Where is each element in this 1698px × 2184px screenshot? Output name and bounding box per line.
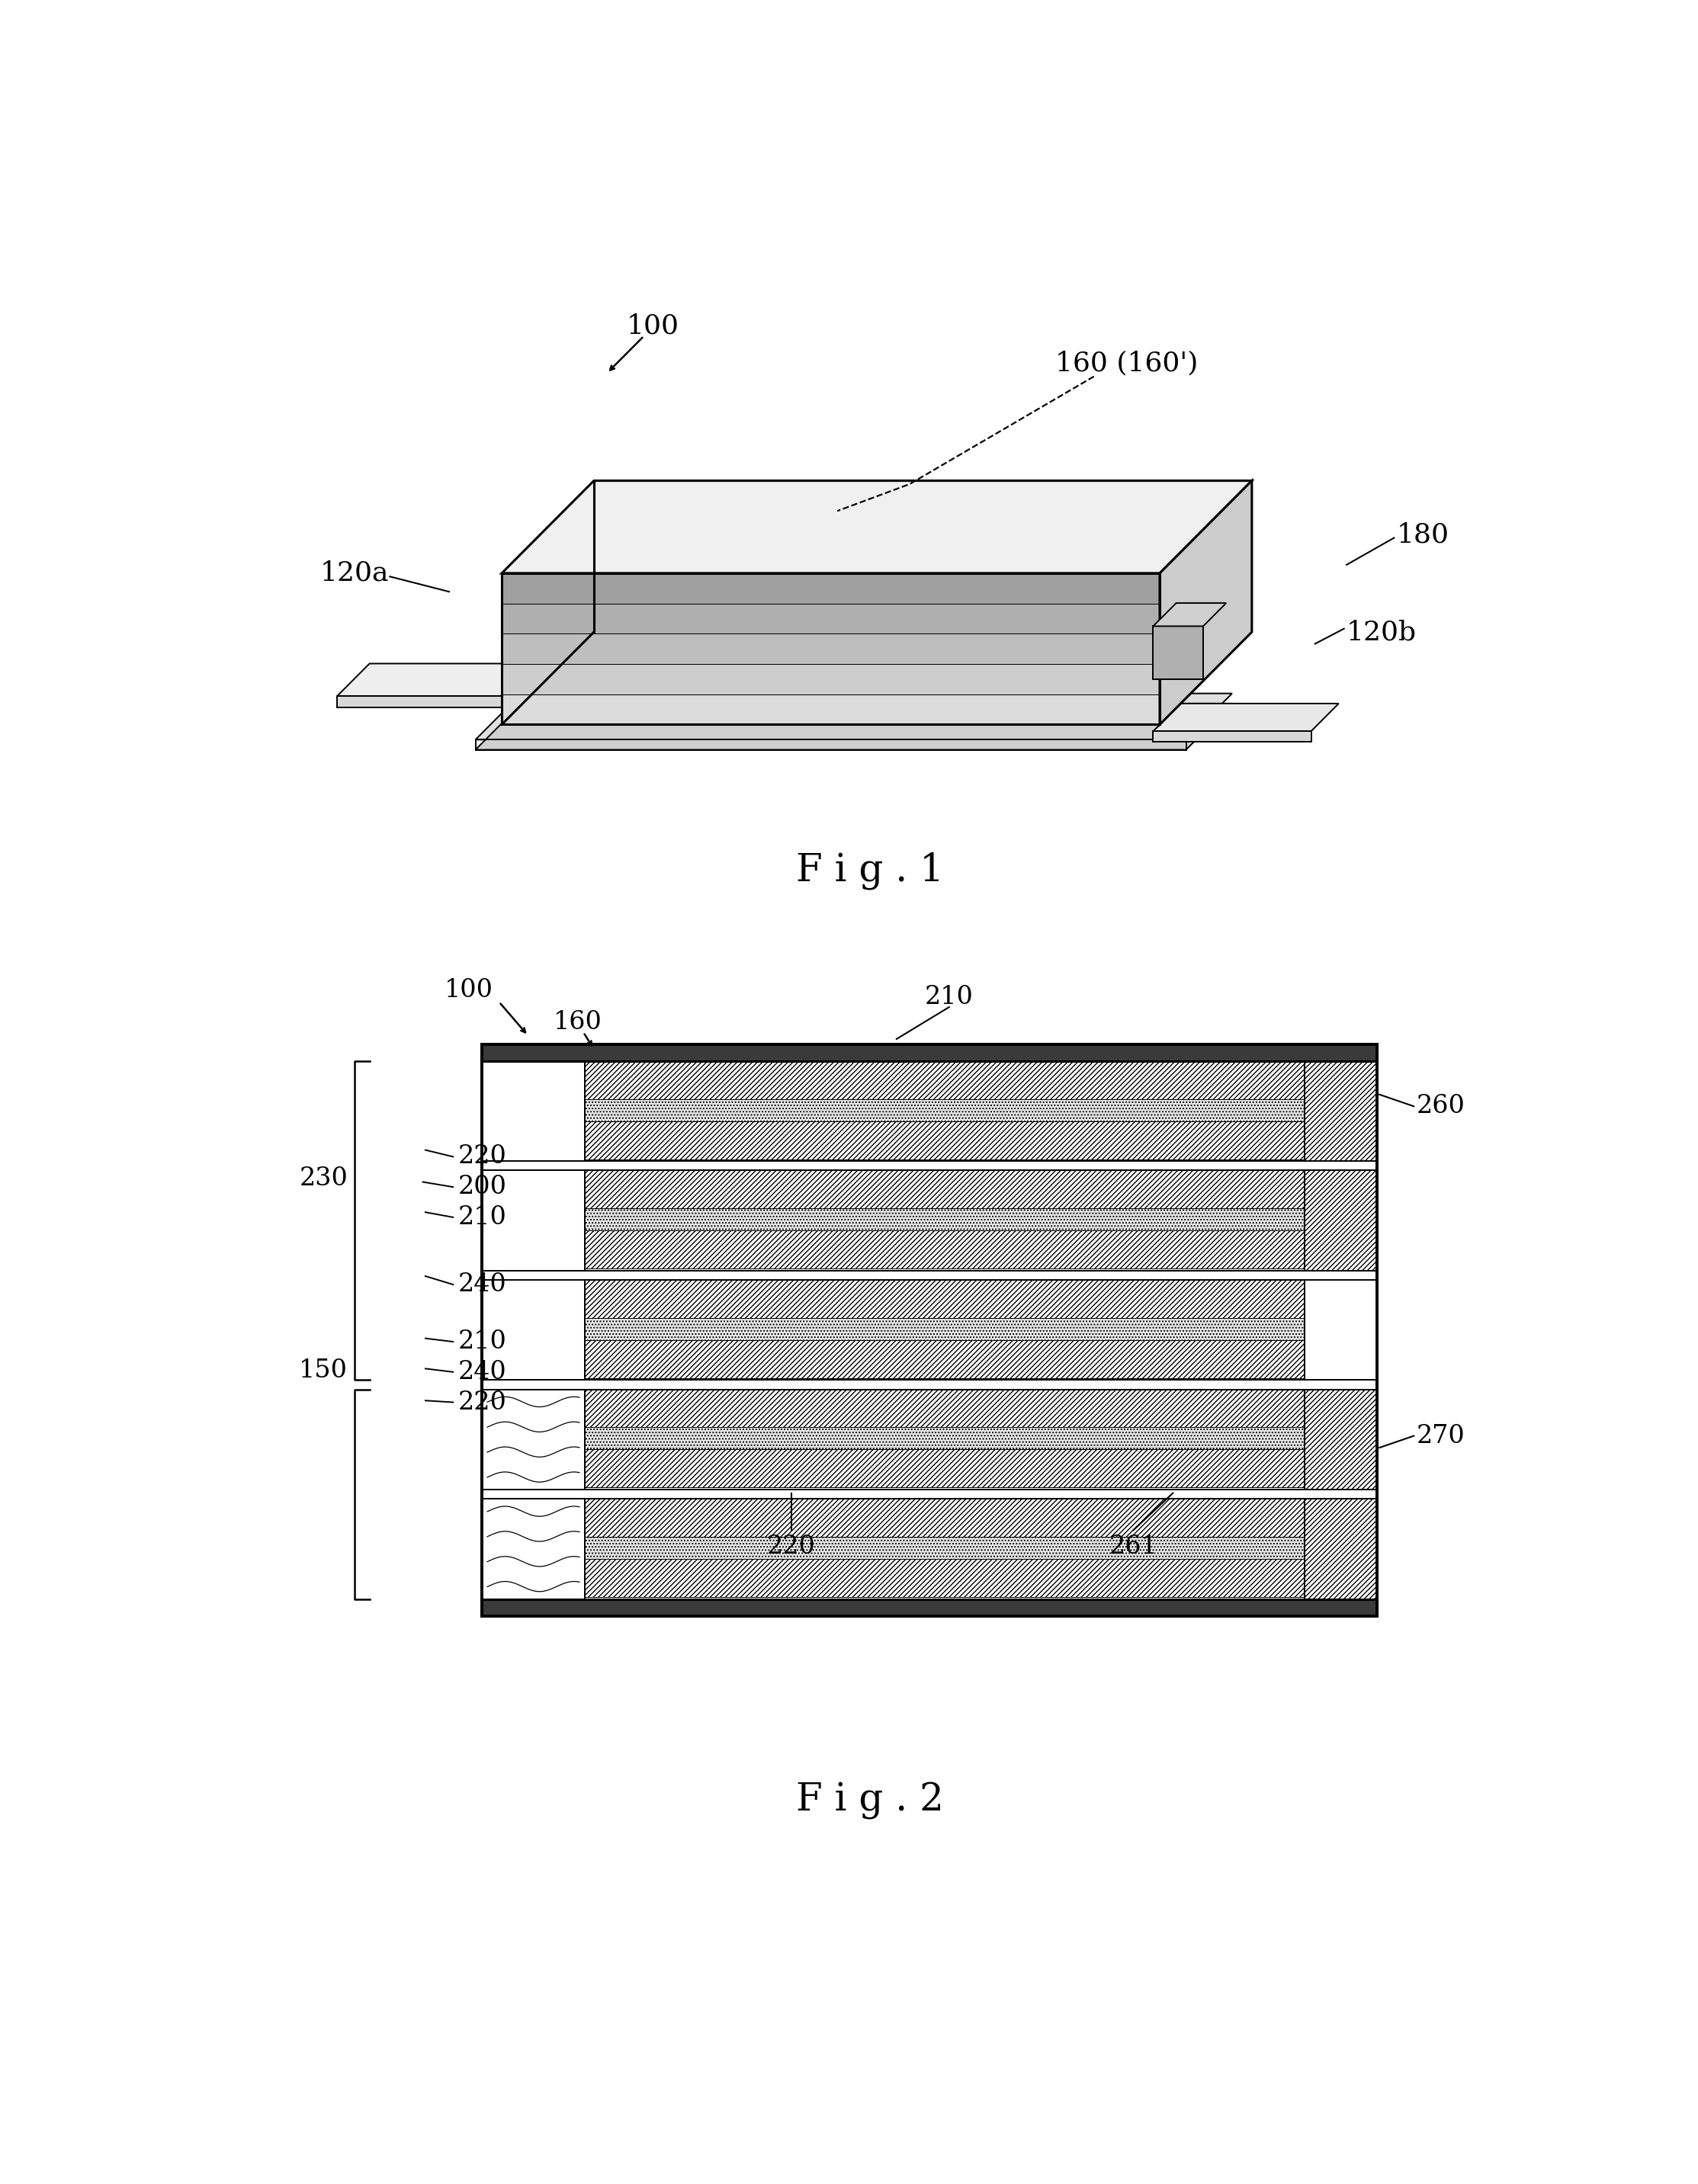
- Text: 261: 261: [1109, 1535, 1158, 1559]
- Bar: [503, 633, 1160, 664]
- Bar: [584, 1120, 1304, 1160]
- Polygon shape: [1153, 703, 1338, 732]
- Bar: [503, 572, 1160, 725]
- Bar: [482, 1061, 584, 1162]
- Bar: [584, 1171, 1304, 1271]
- Text: 200: 200: [458, 1175, 508, 1199]
- Bar: [584, 1498, 1304, 1599]
- Bar: [1153, 627, 1204, 679]
- Text: 180: 180: [1396, 522, 1448, 548]
- Polygon shape: [1153, 732, 1311, 740]
- Bar: [584, 1428, 1304, 1450]
- Text: 100: 100: [627, 312, 679, 339]
- Text: 160: 160: [554, 1009, 603, 1035]
- Bar: [584, 1450, 1304, 1487]
- Bar: [482, 1044, 1377, 1616]
- Bar: [584, 1317, 1304, 1341]
- Bar: [584, 1061, 1304, 1099]
- Polygon shape: [475, 703, 1233, 749]
- Text: 120a: 120a: [319, 561, 389, 585]
- Polygon shape: [1160, 480, 1251, 725]
- Bar: [584, 1341, 1304, 1378]
- Bar: [584, 1061, 1304, 1162]
- Text: 160 (160'): 160 (160'): [1056, 349, 1199, 376]
- Bar: [584, 1498, 1304, 1538]
- Text: 230: 230: [299, 1166, 348, 1190]
- Text: 100: 100: [445, 978, 492, 1002]
- Bar: [482, 1498, 584, 1599]
- Text: 260: 260: [1416, 1094, 1465, 1118]
- Polygon shape: [475, 695, 1233, 740]
- Bar: [482, 1280, 584, 1380]
- Bar: [584, 1538, 1304, 1559]
- Bar: [503, 664, 1160, 695]
- Text: 220: 220: [458, 1144, 508, 1168]
- Text: F i g . 1: F i g . 1: [796, 852, 944, 889]
- Bar: [584, 1208, 1304, 1230]
- Bar: [584, 1559, 1304, 1597]
- Bar: [482, 1044, 1377, 1616]
- Bar: [482, 1044, 1377, 1061]
- Polygon shape: [1153, 603, 1226, 627]
- Bar: [482, 1171, 584, 1271]
- Bar: [584, 1280, 1304, 1317]
- Polygon shape: [503, 480, 1251, 572]
- Text: 270: 270: [1416, 1424, 1465, 1448]
- Text: 240: 240: [458, 1361, 508, 1385]
- Bar: [1304, 1280, 1377, 1380]
- Text: 240: 240: [458, 1273, 508, 1297]
- Text: F i g . 2: F i g . 2: [796, 1782, 944, 1819]
- Bar: [584, 1389, 1304, 1489]
- Bar: [584, 1230, 1304, 1269]
- Text: 210: 210: [458, 1330, 508, 1354]
- Text: 220: 220: [767, 1535, 815, 1559]
- Bar: [584, 1389, 1304, 1428]
- Bar: [482, 1599, 1377, 1616]
- Bar: [1304, 1171, 1377, 1271]
- Bar: [482, 1389, 584, 1489]
- Bar: [503, 603, 1160, 633]
- Polygon shape: [338, 664, 540, 697]
- Bar: [1304, 1498, 1377, 1599]
- Bar: [1304, 1061, 1377, 1162]
- Bar: [584, 1099, 1304, 1120]
- Bar: [1304, 1389, 1377, 1489]
- Text: 210: 210: [925, 985, 973, 1009]
- Text: 120b: 120b: [1347, 618, 1416, 644]
- Polygon shape: [338, 697, 508, 708]
- Bar: [503, 695, 1160, 725]
- Text: 220: 220: [458, 1389, 508, 1415]
- Bar: [584, 1280, 1304, 1380]
- Text: 150: 150: [299, 1358, 348, 1382]
- Text: 210: 210: [458, 1206, 508, 1230]
- Bar: [503, 572, 1160, 603]
- Bar: [584, 1171, 1304, 1208]
